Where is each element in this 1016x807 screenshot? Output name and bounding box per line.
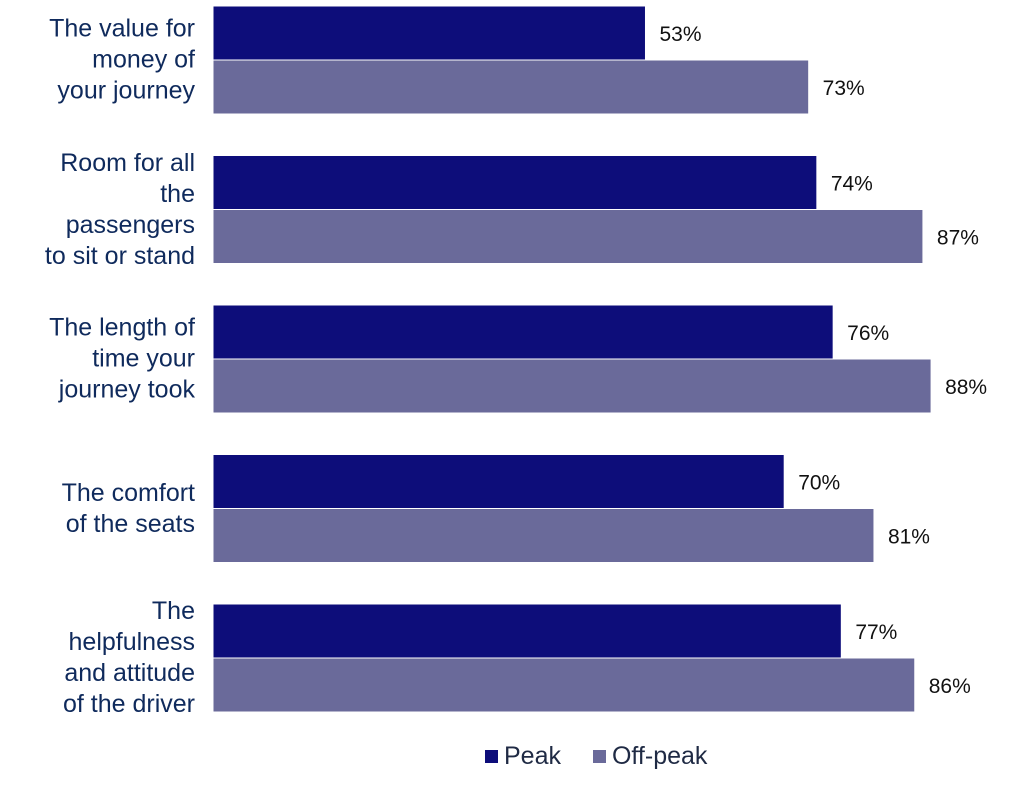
legend-swatch-off-peak xyxy=(592,750,606,763)
bar-peak-category-1 xyxy=(212,5,646,61)
value-label-peak-category-2: 74% xyxy=(831,173,873,196)
category-label-5: The helpfulness and attitude of the driv… xyxy=(62,597,195,718)
bar-off-peak-category-3 xyxy=(212,358,932,414)
bar-peak-category-2 xyxy=(212,155,818,210)
value-label-peak-category-1: 53% xyxy=(659,23,701,46)
bar-off-peak-category-2 xyxy=(212,209,924,264)
bar-peak-category-4 xyxy=(212,454,785,509)
legend-item-peak: Peak xyxy=(485,742,561,771)
category-label-4: The comfort of the seats xyxy=(61,478,195,538)
legend-label-off-peak: Off-peak xyxy=(611,742,708,770)
bar-peak-category-3 xyxy=(212,304,834,360)
category-label-2: Room for all the passengers to sit or st… xyxy=(44,148,195,270)
value-label-off-peak-category-5: 86% xyxy=(929,675,971,698)
value-label-off-peak-category-2: 87% xyxy=(937,227,979,250)
value-label-peak-category-5: 77% xyxy=(855,621,897,644)
legend-label-peak: Peak xyxy=(504,742,561,770)
bar-off-peak-category-5 xyxy=(212,657,916,713)
value-label-peak-category-3: 76% xyxy=(847,322,889,345)
value-label-off-peak-category-3: 88% xyxy=(945,376,987,399)
category-label-1: The value for money of your journey xyxy=(49,14,195,105)
category-label-3: The length of time your journey took xyxy=(49,313,195,404)
value-label-off-peak-category-4: 81% xyxy=(888,526,930,549)
bar-off-peak-category-4 xyxy=(212,508,875,563)
legend: Peak Off-peak xyxy=(485,742,739,771)
bar-off-peak-category-1 xyxy=(212,59,810,115)
legend-swatch-peak xyxy=(485,750,498,763)
bar-peak-category-5 xyxy=(212,603,842,659)
legend-item-off-peak: Off-peak xyxy=(592,742,708,771)
value-label-off-peak-category-1: 73% xyxy=(823,77,865,100)
value-label-peak-category-4: 70% xyxy=(798,472,840,495)
